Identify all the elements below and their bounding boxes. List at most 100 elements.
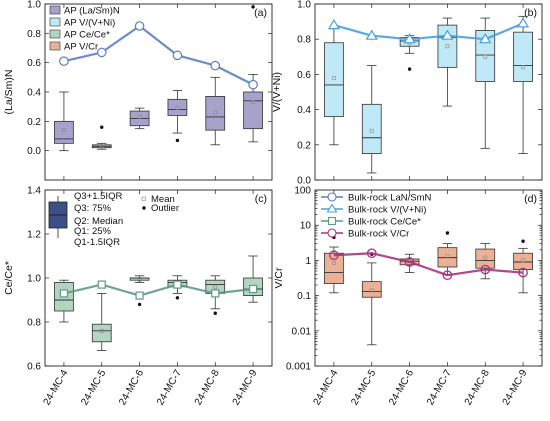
box-mean (213, 284, 218, 289)
box-outlier (100, 125, 104, 129)
series-line (333, 252, 524, 277)
legend-swatch (49, 17, 61, 27)
series-marker (248, 79, 258, 90)
series-marker (59, 56, 69, 66)
y-tick-label: 0.0 (297, 176, 311, 187)
legend-label: AP V/(V+Ni) (64, 18, 115, 29)
box-outlier (251, 5, 255, 9)
box-5 (513, 239, 533, 294)
key-outlier-label: Outlier (151, 203, 179, 214)
series-marker (404, 257, 415, 267)
x-category-label: 24-MC-5 (79, 368, 108, 408)
y-tick-label: 0.6 (27, 58, 41, 69)
key-label: Q3: 75% (74, 203, 112, 214)
panel-label: (c) (255, 193, 267, 205)
box-iqr (205, 96, 226, 131)
box-outlier (407, 67, 412, 71)
box-4 (475, 243, 496, 280)
box-mean (137, 115, 142, 119)
x-category-label: 24-MC-6 (387, 368, 416, 408)
y-tick-label: 0.0 (27, 146, 41, 157)
series-marker (366, 248, 377, 259)
box-mean (137, 278, 142, 283)
panel-0: 0.0 0.2 0.4 0.6 0.8 1.0 (La/Sm)N (a) (3, 0, 273, 181)
y-tick-label: 1.4 (27, 186, 41, 197)
box-3 (437, 231, 458, 275)
key-label: Q1: 25% (74, 226, 112, 237)
box-5 (243, 255, 263, 303)
y-tick-label: 0.4 (27, 88, 41, 99)
legend-marker (326, 203, 338, 213)
series-line (333, 22, 524, 41)
box-0 (324, 28, 344, 146)
y-ticks: 0.0 0.2 0.4 0.6 0.8 1.0 (297, 0, 542, 187)
x-category-label: 24-MC-7 (155, 368, 184, 408)
series-marker (518, 267, 528, 278)
box-5 (513, 15, 533, 155)
y-tick-label: 0.01 (292, 326, 312, 337)
x-category-label: 24-MC-4 (42, 368, 71, 408)
series-marker (173, 280, 182, 289)
legend-swatch (49, 41, 61, 51)
box-outlier (213, 311, 217, 315)
box-iqr (513, 252, 533, 270)
box-iqr (361, 281, 382, 298)
y-tick-label: 0.8 (27, 29, 41, 40)
y-tick-label: 0.6 (27, 362, 41, 373)
y-tick-label: 1.0 (27, 0, 41, 11)
y-axis-label: Ce/Ce* (3, 261, 15, 295)
series-marker (210, 60, 221, 71)
box-1 (91, 292, 112, 352)
series-marker (97, 280, 106, 289)
y-tick-label: 1 (305, 256, 311, 267)
box-mean (369, 128, 374, 133)
series-marker (441, 29, 454, 40)
panel-label: (b) (524, 7, 537, 19)
series-marker (96, 47, 107, 58)
y-axis-label: V/(V+Ni) (271, 72, 283, 112)
panel-label: (d) (524, 193, 537, 205)
y-tick-label: 0.1 (297, 291, 311, 302)
series-marker (329, 250, 339, 261)
x-category-label: 24-MC-9 (501, 368, 530, 408)
series-marker (517, 17, 530, 28)
box-mean (62, 128, 66, 133)
legend-label: Bulk-rock V/(V+Ni) (348, 205, 426, 216)
y-tick-label: 0.8 (27, 318, 41, 329)
series-marker (365, 29, 378, 40)
box-1 (361, 252, 382, 346)
legend-label: Bulk-rock V/Cr (348, 229, 409, 240)
box-outlier (175, 138, 180, 143)
legend-marker (327, 216, 337, 226)
series-marker (403, 33, 416, 44)
series-marker (135, 291, 144, 300)
series-marker (442, 270, 453, 281)
panel-3: 0.001 0.01 0.1 1 10 100 V/Cr (d) (273, 186, 543, 373)
y-tick-label: 0.001 (286, 362, 311, 373)
y-tick-label: 0.6 (297, 70, 311, 81)
y-tick-label: 10 (300, 221, 312, 232)
y-tick-label: 1.0 (297, 0, 311, 11)
x-category-label: 24-MC-8 (193, 368, 222, 408)
y-tick-label: 0.8 (297, 35, 311, 46)
x-category-label: 24-MC-7 (425, 368, 454, 408)
box-mean (445, 44, 450, 49)
box-iqr (54, 120, 74, 144)
series-line (63, 283, 254, 297)
box-mean (213, 110, 218, 115)
box-mean (99, 144, 104, 149)
box-mean (332, 76, 336, 80)
box-iqr (91, 323, 112, 343)
plot-frame (314, 189, 543, 367)
y-ticks: 0.6 0.8 1.0 1.2 1.4 (27, 186, 272, 373)
legend-label: AP (La/Sm)N (64, 6, 120, 17)
y-axis-label: V/Cr (273, 267, 285, 289)
y-tick-label: 0.4 (297, 105, 311, 116)
plot-frame (314, 3, 543, 181)
legend-marker (327, 228, 337, 238)
box-iqr (324, 252, 344, 284)
key-label: Q3+1.5IQR (74, 191, 122, 202)
box-2 (129, 107, 150, 130)
